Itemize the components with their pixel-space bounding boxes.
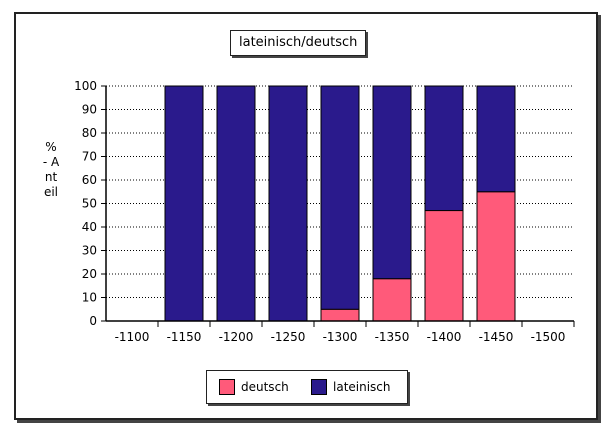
chart-title: lateinisch/deutsch [230,30,367,56]
y-tick-label-60: 60 [82,173,97,187]
bar-lateinisch--1150 [164,85,204,322]
y-tick-label-70: 70 [82,150,97,164]
x-tick-label--1450: -1450 [479,330,514,344]
legend-item-lateinisch: lateinisch [311,379,391,395]
x-tick-label--1200: -1200 [219,330,254,344]
x-tick-label--1100: -1100 [115,330,150,344]
x-tick-label--1400: -1400 [427,330,462,344]
legend-item-deutsch: deutsch [219,379,289,395]
x-tick-label--1300: -1300 [323,330,358,344]
legend-label-deutsch: deutsch [241,380,289,394]
chart-legend: deutsch lateinisch [206,370,408,404]
bar-lateinisch--1400 [424,85,464,212]
x-tick-label--1150: -1150 [167,330,202,344]
y-tick-label-100: 100 [74,79,97,93]
x-tick-label--1350: -1350 [375,330,410,344]
y-tick-label-40: 40 [82,220,97,234]
bar-deutsch--1300 [320,308,360,322]
bar-lateinisch--1250 [268,85,308,322]
bar-lateinisch--1350 [372,85,412,280]
bar-deutsch--1450 [476,191,516,322]
y-tick-label-10: 10 [82,291,97,305]
y-tick-label-90: 90 [82,103,97,117]
bar-deutsch--1400 [424,210,464,322]
legend-label-lateinisch: lateinisch [333,380,391,394]
y-tick-label-30: 30 [82,244,97,258]
bar-lateinisch--1450 [476,85,516,193]
bar-lateinisch--1300 [320,85,360,310]
y-tick-label-80: 80 [82,126,97,140]
y-tick-label-20: 20 [82,267,97,281]
legend-swatch-lateinisch [311,379,327,395]
y-tick-label-0: 0 [89,314,97,328]
legend-swatch-deutsch [219,379,235,395]
y-tick-label-50: 50 [82,197,97,211]
x-tick-label--1500: -1500 [531,330,566,344]
x-tick-label--1250: -1250 [271,330,306,344]
y-axis-label: % - Anteil [42,140,61,199]
bar-deutsch--1350 [372,278,412,322]
bar-lateinisch--1200 [216,85,256,322]
